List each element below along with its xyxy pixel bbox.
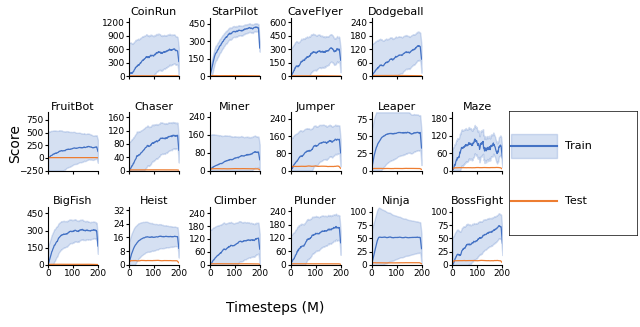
Title: Heist: Heist [140,196,168,206]
Title: Leaper: Leaper [378,102,415,112]
Text: Score: Score [8,125,22,163]
Title: StarPilot: StarPilot [211,7,258,17]
Title: Chaser: Chaser [134,102,173,112]
Text: Timesteps (M): Timesteps (M) [226,301,324,315]
Title: BigFish: BigFish [53,196,93,206]
Title: FruitBot: FruitBot [51,102,95,112]
Title: Miner: Miner [219,102,250,112]
Title: CaveFlyer: CaveFlyer [288,7,344,17]
Title: Dodgeball: Dodgeball [368,7,425,17]
Title: Plunder: Plunder [294,196,337,206]
Title: Jumper: Jumper [296,102,335,112]
Title: Climber: Climber [213,196,257,206]
Title: Ninja: Ninja [382,196,411,206]
Text: Test: Test [565,196,587,206]
Title: CoinRun: CoinRun [131,7,177,17]
Title: BossFight: BossFight [451,196,504,206]
Text: Train: Train [565,141,592,151]
Title: Maze: Maze [463,102,492,112]
